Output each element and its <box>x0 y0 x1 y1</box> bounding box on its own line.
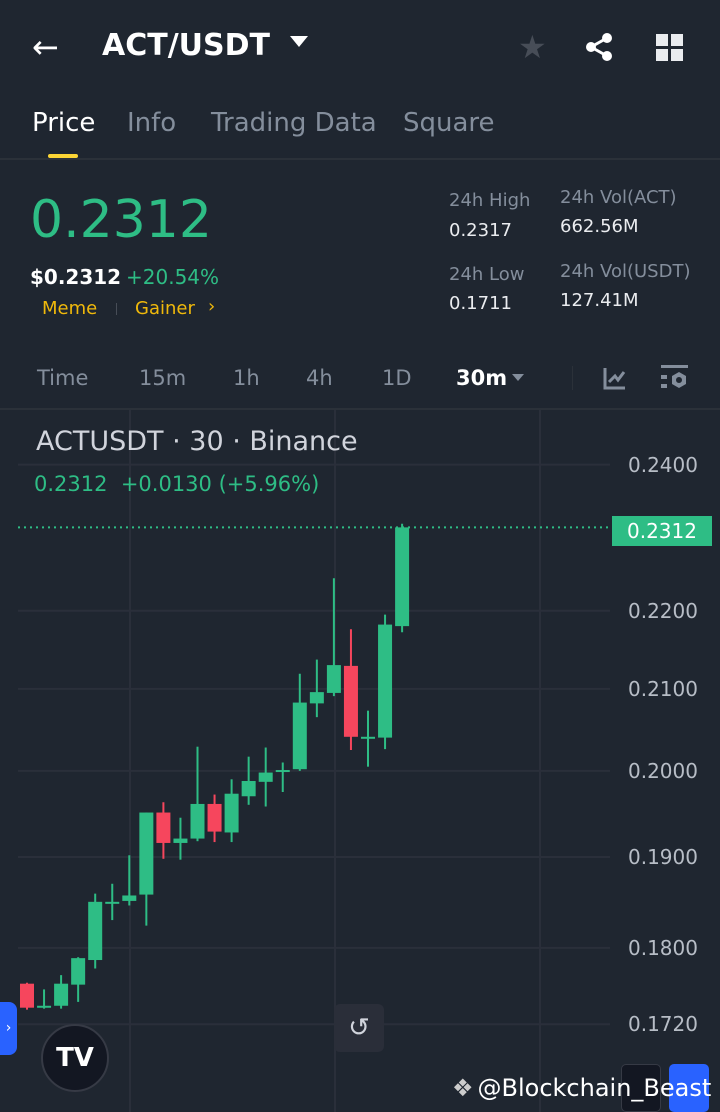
candle-body <box>258 772 273 782</box>
candle-body <box>71 958 86 985</box>
indicator-icon[interactable] <box>603 366 627 390</box>
last-price-label: 0.2312 <box>612 516 712 546</box>
candle-body <box>139 812 154 895</box>
stat-24h-vol-act-value: 662.56M <box>560 216 639 237</box>
stat-24h-vol-usdt-label: 24h Vol(USDT) <box>560 261 691 282</box>
y-tick-label: 0.2000 <box>628 758 698 783</box>
timeframe-4h[interactable]: 4h <box>306 366 333 390</box>
stat-24h-vol-usdt-value: 127.41M <box>560 290 639 311</box>
candlestick-chart[interactable] <box>0 410 720 1112</box>
binance-logo-icon: ❖ <box>452 1074 474 1102</box>
tab-price[interactable]: Price <box>32 108 96 138</box>
sidebar-expand-handle[interactable]: › <box>0 1002 17 1055</box>
watermark-text: @Blockchain_Beast <box>477 1074 712 1102</box>
timeframe-time[interactable]: Time <box>37 366 89 390</box>
stat-24h-vol-act-label: 24h Vol(ACT) <box>560 187 677 208</box>
candle-body <box>54 983 69 1006</box>
reset-chart-button[interactable]: ↺ <box>334 1004 384 1052</box>
stat-24h-high-value: 0.2317 <box>449 220 512 241</box>
dropdown-caret-icon[interactable] <box>512 374 524 381</box>
candle-body <box>292 702 307 770</box>
stat-24h-low-label: 24h Low <box>449 264 525 285</box>
back-arrow-icon[interactable]: ← <box>32 28 59 66</box>
chart-title: ACTUSDT · 30 · Binance <box>36 426 358 457</box>
y-tick-label: 0.1800 <box>628 935 698 960</box>
y-tick-label: 0.1720 <box>628 1012 698 1037</box>
auto-scale-button[interactable] <box>621 1064 661 1112</box>
y-tick-label: 0.2400 <box>628 452 698 477</box>
candle-body <box>156 812 171 843</box>
usd-price: $0.2312 <box>30 265 122 289</box>
y-tick-label: 0.2100 <box>628 676 698 701</box>
candle-body <box>37 1005 52 1008</box>
stat-24h-low-value: 0.1711 <box>449 293 512 314</box>
tradingview-logo[interactable]: TV <box>41 1024 109 1092</box>
candle-body <box>275 770 290 773</box>
candle-body <box>224 793 239 833</box>
candle-body <box>343 665 358 737</box>
tab-info[interactable]: Info <box>127 108 177 138</box>
candle-body <box>395 527 410 627</box>
tab-square[interactable]: Square <box>403 108 495 138</box>
candle-body <box>378 624 393 738</box>
stat-24h-high-label: 24h High <box>449 190 531 211</box>
star-icon[interactable]: ★ <box>518 28 547 66</box>
y-tick-label: 0.2200 <box>628 598 698 623</box>
divider <box>0 408 720 410</box>
divider <box>572 366 573 390</box>
candle-body <box>190 803 205 839</box>
timeframe-selected[interactable]: 30m <box>456 366 508 390</box>
tag-meme[interactable]: Meme <box>42 298 98 319</box>
candle-body <box>326 665 341 693</box>
chart-settings-icon[interactable] <box>661 364 689 392</box>
divider <box>0 158 720 160</box>
grid-icon[interactable] <box>656 34 684 62</box>
candle-body <box>105 901 120 904</box>
candle-body <box>309 692 324 704</box>
dropdown-caret-icon[interactable] <box>290 36 308 47</box>
candle-body <box>173 838 188 843</box>
tag-gainer[interactable]: Gainer <box>135 298 195 319</box>
timeframe-1h[interactable]: 1h <box>233 366 260 390</box>
change-percent: +20.54% <box>126 265 220 289</box>
candle-body <box>20 983 34 1008</box>
last-price: 0.2312 <box>30 190 212 250</box>
watermark: ❖ @Blockchain_Beast <box>452 1074 711 1102</box>
y-tick-label: 0.1900 <box>628 845 698 870</box>
chart-legend: 0.2312 +0.0130 (+5.96%) <box>34 472 320 496</box>
candle-body <box>361 736 375 739</box>
timeframe-1d[interactable]: 1D <box>382 366 412 390</box>
active-tab-indicator <box>48 154 78 158</box>
candle-body <box>122 895 137 901</box>
chevron-right-icon[interactable]: › <box>208 296 216 317</box>
pair-title[interactable]: ACT/USDT <box>102 28 270 63</box>
candle-body <box>207 803 222 832</box>
tag-separator <box>116 303 117 315</box>
share-icon[interactable] <box>584 32 614 62</box>
timeframe-15m[interactable]: 15m <box>139 366 187 390</box>
log-scale-button[interactable] <box>669 1064 709 1112</box>
candle-body <box>241 780 256 797</box>
candle-body <box>88 901 103 961</box>
tab-trading-data[interactable]: Trading Data <box>211 108 377 138</box>
